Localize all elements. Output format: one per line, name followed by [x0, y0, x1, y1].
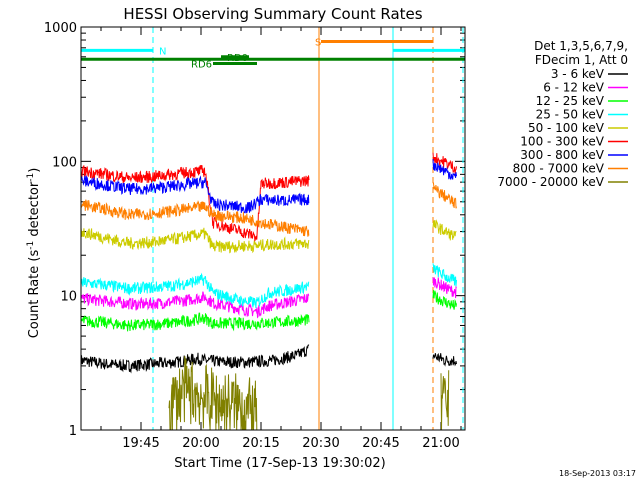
flag-label: N: [159, 46, 166, 57]
series-line: [81, 344, 310, 374]
x-tick-label: 21:00: [422, 436, 459, 451]
legend-label: 300 - 800 keV: [520, 148, 604, 162]
flag-label: RD6: [191, 59, 212, 70]
series-line: [432, 182, 457, 209]
series-line: [432, 158, 457, 181]
y-axis-label-mid: detector: [27, 181, 42, 241]
plot-area: 19:45 20:00 20:15 20:30 20:45 21:00 1 10 100 1000…: [44, 21, 466, 451]
footer-timestamp: 18-Sep-2013 03:17: [559, 469, 636, 478]
legend-header-1: Det 1,3,5,6,7,9,: [534, 39, 628, 53]
y-axis-label-main: Count Rate (s: [27, 250, 42, 339]
series-line: [432, 219, 457, 241]
series-line: [432, 290, 457, 310]
legend-label: 800 - 7000 keV: [513, 162, 605, 176]
y-tick-label: 1: [69, 424, 77, 439]
x-tick-label: 20:45: [362, 436, 399, 451]
series-line: [168, 355, 258, 430]
legend-label: 100 - 300 keV: [520, 135, 604, 149]
y-axis-label-sup1: -1: [26, 241, 36, 250]
y-tick-label: 10: [60, 290, 77, 305]
x-tick-label: 20:00: [182, 436, 219, 451]
series-line: [432, 152, 457, 174]
legend: Det 1,3,5,6,7,9, FDecim 1, Att 0 3 - 6 k…: [497, 39, 628, 189]
y-axis-label-sup2: -1: [26, 173, 36, 182]
legend-label: 6 - 12 keV: [543, 81, 605, 95]
y-axis-label: Count Rate (s-1 detector-1): [26, 168, 42, 339]
legend-label: 3 - 6 keV: [551, 67, 605, 81]
legend-label: 50 - 100 keV: [528, 121, 605, 135]
flag-label: S: [315, 37, 321, 48]
series-line: [81, 291, 310, 319]
x-axis-label: Start Time (17-Sep-13 19:30:02): [174, 456, 385, 471]
series-layer: [81, 152, 457, 430]
plot-frame: [80, 26, 466, 431]
x-tick-label: 20:15: [242, 436, 279, 451]
x-tick-label: 19:45: [122, 436, 159, 451]
series-line: [81, 199, 310, 237]
legend-label: 25 - 50 keV: [536, 108, 605, 122]
y-tick-label: 100: [52, 155, 77, 170]
series-line: [81, 272, 310, 309]
legend-label: 7000 - 20000 keV: [497, 175, 604, 189]
series-line: [81, 312, 310, 332]
series-line: [81, 227, 310, 254]
legend-label: 12 - 25 keV: [536, 94, 605, 108]
series-line: [81, 175, 310, 214]
series-line: [81, 164, 310, 242]
series-line: [432, 263, 457, 287]
legend-header-2: FDecim 1, Att 0: [535, 53, 628, 67]
series-line: [440, 370, 450, 430]
y-tick-label: 1000: [44, 21, 77, 36]
chart-title: HESSI Observing Summary Count Rates: [123, 5, 422, 23]
y-axis-label-end: ): [27, 168, 42, 173]
series-line: [432, 352, 457, 367]
x-tick-label: 20:30: [302, 436, 339, 451]
series-line: [432, 277, 457, 299]
